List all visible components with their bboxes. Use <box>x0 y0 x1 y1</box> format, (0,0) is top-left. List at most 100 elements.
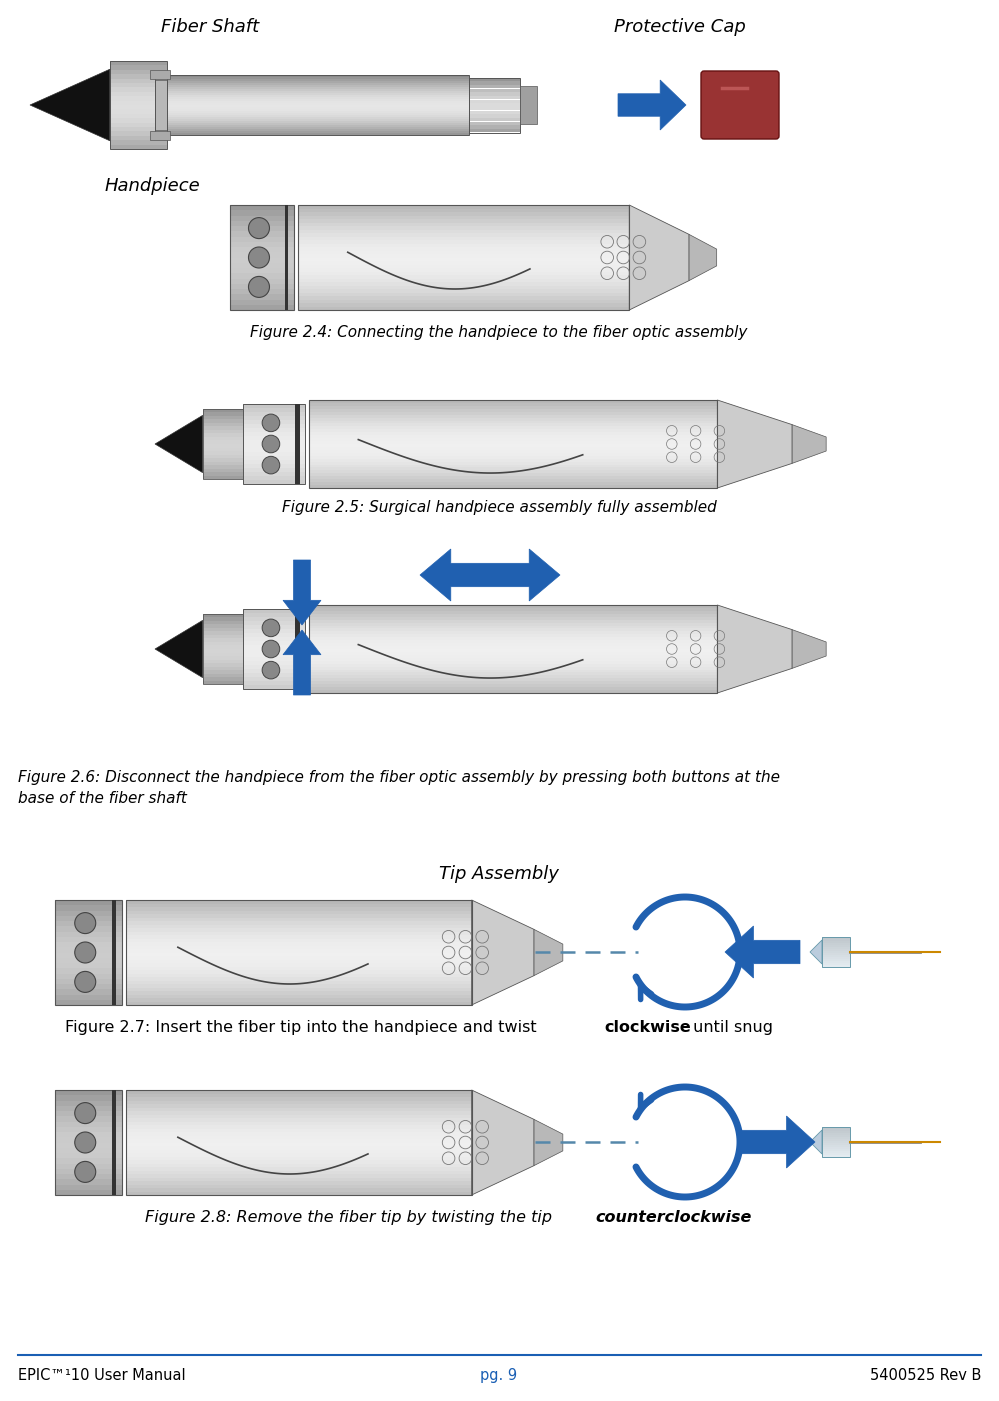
Bar <box>822 937 850 967</box>
Bar <box>55 1090 122 1096</box>
Bar <box>55 1142 122 1147</box>
Bar <box>203 461 244 465</box>
Text: Figure 2.5: Surgical handpiece assembly fully assembled: Figure 2.5: Surgical handpiece assembly … <box>282 500 716 516</box>
Bar <box>230 252 295 258</box>
Bar <box>110 118 167 123</box>
Bar <box>126 998 472 1002</box>
Bar <box>310 646 717 649</box>
Bar <box>126 1115 472 1118</box>
Bar <box>126 932 472 934</box>
Bar <box>298 230 629 233</box>
Text: Fiber Shaft: Fiber Shaft <box>161 18 259 36</box>
Bar <box>55 1117 122 1121</box>
Bar <box>298 272 629 275</box>
Bar <box>55 1184 122 1189</box>
Bar <box>310 444 717 447</box>
Bar <box>110 83 167 87</box>
Bar <box>203 409 244 479</box>
Bar <box>822 1129 850 1131</box>
Polygon shape <box>283 630 321 695</box>
Bar <box>203 635 244 639</box>
Bar <box>310 635 717 637</box>
Bar <box>55 1096 122 1101</box>
Bar <box>298 251 629 254</box>
Bar <box>55 962 122 968</box>
Bar <box>126 1125 472 1128</box>
Text: clockwise: clockwise <box>604 1020 690 1035</box>
Bar <box>55 1159 122 1163</box>
Bar <box>230 205 295 210</box>
Bar <box>156 81 469 83</box>
Bar <box>469 111 520 113</box>
Bar <box>55 995 122 1000</box>
Bar <box>156 80 167 130</box>
Bar <box>126 1101 472 1104</box>
Bar <box>230 237 295 242</box>
Bar <box>244 479 305 483</box>
Bar <box>156 78 469 81</box>
Bar <box>310 643 717 646</box>
Bar <box>156 77 469 78</box>
Bar <box>298 233 629 237</box>
Bar <box>156 133 469 136</box>
Bar <box>310 651 717 654</box>
Bar <box>285 205 289 310</box>
Bar <box>110 140 167 144</box>
Bar <box>244 412 305 416</box>
Polygon shape <box>155 621 203 678</box>
Bar <box>310 632 717 635</box>
Polygon shape <box>30 69 110 140</box>
Polygon shape <box>792 425 826 464</box>
Bar <box>822 960 850 961</box>
Bar <box>310 611 717 614</box>
Bar <box>298 307 629 310</box>
Bar <box>310 401 717 488</box>
Bar <box>310 629 717 632</box>
Bar <box>203 419 244 423</box>
Bar <box>110 97 167 101</box>
Bar <box>126 948 472 953</box>
Bar <box>298 216 629 219</box>
Polygon shape <box>717 401 792 488</box>
FancyBboxPatch shape <box>701 71 779 139</box>
Bar <box>156 88 469 91</box>
Bar <box>298 275 629 279</box>
Bar <box>203 628 244 632</box>
Bar <box>310 458 717 461</box>
Text: Figure 2.6: Disconnect the handpiece from the fiber optic assembly by pressing b: Figure 2.6: Disconnect the handpiece fro… <box>18 771 780 806</box>
Circle shape <box>75 971 96 992</box>
Text: until snug: until snug <box>688 1020 773 1035</box>
Bar <box>469 92 520 95</box>
Bar <box>310 664 717 667</box>
Bar <box>310 608 717 611</box>
Bar <box>126 1132 472 1135</box>
Bar <box>110 92 167 97</box>
Bar <box>156 120 469 123</box>
Bar <box>310 423 717 426</box>
Bar <box>469 113 520 118</box>
Bar <box>55 1168 122 1174</box>
Bar <box>244 633 305 637</box>
Bar <box>55 979 122 984</box>
Polygon shape <box>472 1090 534 1195</box>
Bar <box>310 455 717 458</box>
Bar <box>230 247 295 252</box>
Bar <box>126 1090 472 1195</box>
Bar <box>126 1170 472 1174</box>
Bar <box>55 984 122 989</box>
Circle shape <box>249 276 270 297</box>
Bar <box>110 101 167 105</box>
Bar <box>110 132 167 136</box>
Bar <box>126 925 472 927</box>
Bar <box>156 115 469 118</box>
Bar <box>822 947 850 948</box>
Bar <box>126 960 472 962</box>
Bar <box>310 691 717 693</box>
Bar <box>55 1163 122 1168</box>
Bar <box>203 625 244 628</box>
Circle shape <box>249 217 270 238</box>
Polygon shape <box>629 205 689 310</box>
Bar <box>203 416 244 419</box>
Bar <box>310 649 717 651</box>
Bar <box>298 265 629 268</box>
